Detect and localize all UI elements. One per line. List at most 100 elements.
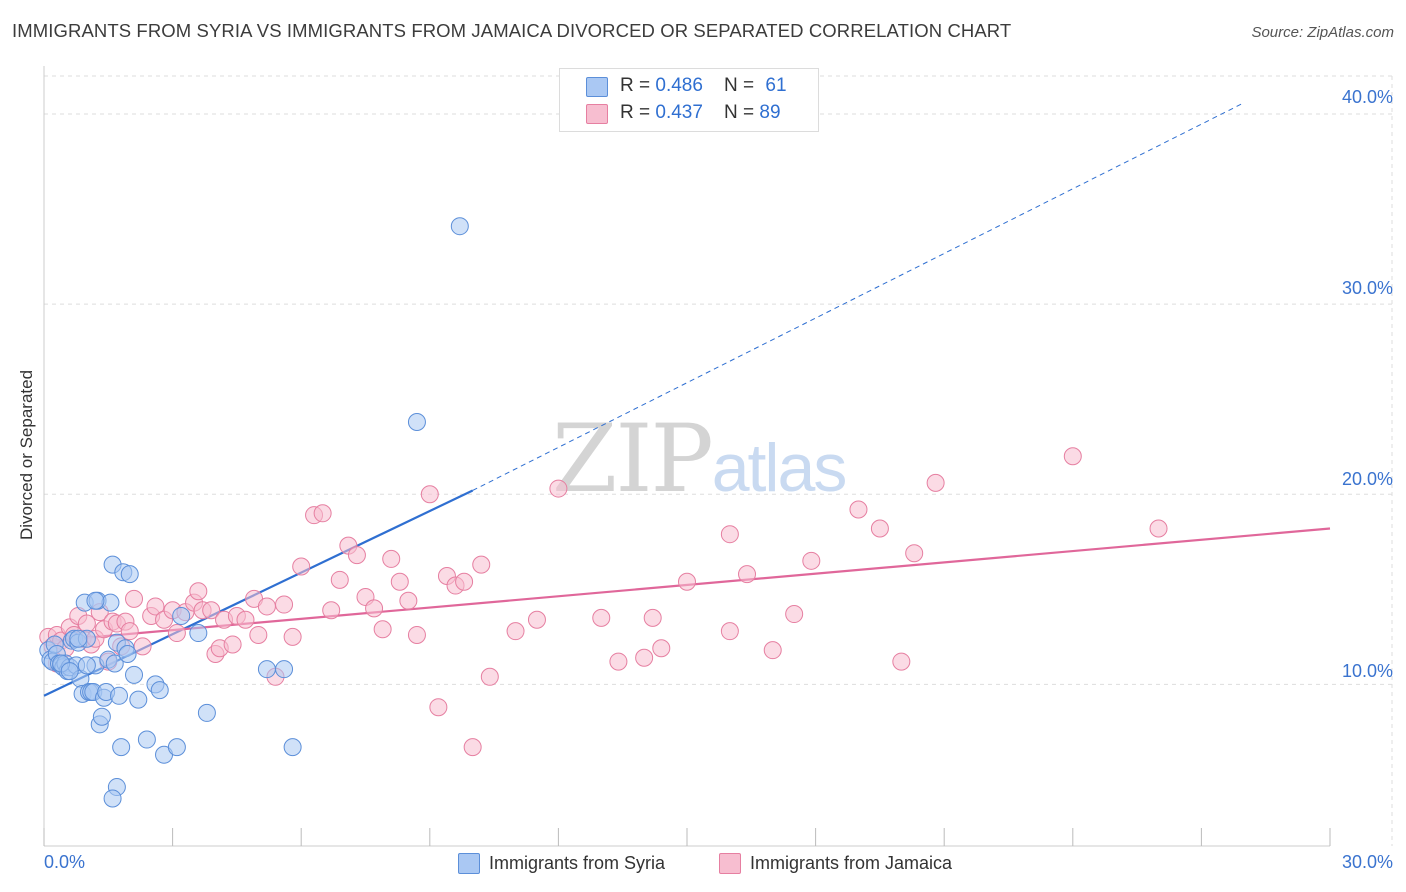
syria-point: [125, 665, 144, 684]
jamaica-point: [365, 599, 384, 618]
gridlines: [44, 75, 1393, 846]
jamaica-point: [463, 738, 482, 757]
jamaica-point: [292, 557, 311, 576]
trend-lines: [43, 102, 1331, 697]
jamaica-point: [249, 625, 268, 644]
jamaica-point: [527, 610, 546, 629]
jamaica-point: [146, 597, 165, 616]
jamaica-point: [635, 648, 654, 667]
syria-point: [137, 730, 156, 749]
jamaica-point: [429, 698, 448, 717]
jamaica-point: [926, 473, 945, 492]
syria-point: [197, 703, 216, 722]
jamaica-point: [480, 667, 499, 686]
syria-point: [275, 660, 294, 679]
jamaica-point: [167, 624, 186, 643]
syria-point: [112, 738, 131, 757]
syria-point: [257, 660, 276, 679]
syria-points: [39, 217, 469, 808]
jamaica-point: [472, 555, 491, 574]
jamaica-point: [1149, 519, 1168, 538]
jamaica-point: [223, 635, 242, 654]
syria-point: [167, 738, 186, 757]
jamaica-points: [39, 447, 1168, 757]
jamaica-point: [390, 572, 409, 591]
legend-label-syria: Immigrants from Syria: [489, 853, 666, 873]
jamaica-point: [399, 591, 418, 610]
jamaica-point: [373, 620, 392, 639]
x-tick-label-left: 0.0%: [44, 852, 86, 872]
jamaica-point: [802, 551, 821, 570]
jamaica-point: [738, 565, 757, 584]
legend-swatch-jamaica: [586, 104, 608, 124]
jamaica-point: [420, 485, 439, 504]
syria-point: [150, 681, 169, 700]
legend-swatch-syria: [586, 77, 608, 97]
syria-point: [129, 690, 148, 709]
legend-label-jamaica: Immigrants from Jamaica: [750, 853, 953, 873]
syria-point: [86, 591, 105, 610]
jamaica-point: [133, 637, 152, 656]
jamaica-point: [652, 639, 671, 658]
y-tick-label: 20.0%: [1341, 469, 1393, 489]
y-tick-label: 30.0%: [1341, 278, 1393, 298]
syria-point: [120, 565, 139, 584]
jamaica-point: [506, 622, 525, 641]
jamaica-point: [785, 605, 804, 624]
jamaica-point: [202, 601, 221, 620]
legend-stats-syria: R = 0.486 N = 61: [620, 75, 787, 96]
jamaica-point: [382, 549, 401, 568]
y-tick-label: 10.0%: [1341, 661, 1393, 681]
syria-point: [118, 644, 137, 663]
series-legend: Immigrants from Syria Immigrants from Ja…: [0, 851, 1406, 879]
syria-point: [172, 606, 191, 625]
syria-point: [60, 662, 79, 681]
chart-title: IMMIGRANTS FROM SYRIA VS IMMIGRANTS FROM…: [12, 20, 1012, 41]
syria-point: [110, 686, 129, 705]
jamaica-point: [313, 504, 332, 523]
jamaica-point: [892, 652, 911, 671]
stats-legend: R = 0.486 N = 61 R = 0.437 N = 89: [559, 68, 819, 132]
jamaica-point: [905, 544, 924, 563]
syria-point: [189, 624, 208, 643]
jamaica-point: [275, 595, 294, 614]
syria-point: [103, 789, 122, 808]
jamaica-point: [609, 652, 628, 671]
jamaica-point: [257, 597, 276, 616]
legend-swatch-syria: [458, 853, 480, 874]
jamaica-point: [849, 500, 868, 519]
source-label: Source: ZipAtlas.com: [1251, 24, 1394, 41]
jamaica-point: [720, 622, 739, 641]
jamaica-point: [592, 608, 611, 627]
x-tick-label-right: 30.0%: [1341, 852, 1393, 872]
syria-point: [105, 654, 124, 673]
syria-point: [407, 413, 426, 432]
syria-point: [69, 629, 88, 648]
jamaica-point: [236, 610, 255, 629]
jamaica-point: [189, 582, 208, 601]
watermark: ZIPatlas: [552, 405, 848, 514]
syria-point: [283, 738, 302, 757]
jamaica-point: [763, 641, 782, 660]
syria-point: [450, 217, 469, 236]
legend-swatch-jamaica: [719, 853, 741, 874]
syria-point: [92, 707, 111, 726]
jamaica-point: [125, 589, 144, 608]
jamaica-point: [347, 546, 366, 565]
jamaica-point: [720, 525, 739, 544]
syria-point: [101, 593, 120, 612]
jamaica-point: [322, 601, 341, 620]
jamaica-point: [407, 625, 426, 644]
legend-stats-jamaica: R = 0.437 N = 89: [620, 102, 781, 123]
watermark-atlas: atlas: [711, 430, 848, 506]
jamaica-point: [549, 479, 568, 498]
jamaica-point: [455, 572, 474, 591]
axes: [43, 66, 1331, 847]
y-tick-label: 40.0%: [1341, 87, 1393, 107]
jamaica-point: [120, 622, 139, 641]
jamaica-point: [870, 519, 889, 538]
jamaica-point: [283, 627, 302, 646]
syria-trend-extension: [472, 102, 1245, 491]
jamaica-point: [330, 570, 349, 589]
